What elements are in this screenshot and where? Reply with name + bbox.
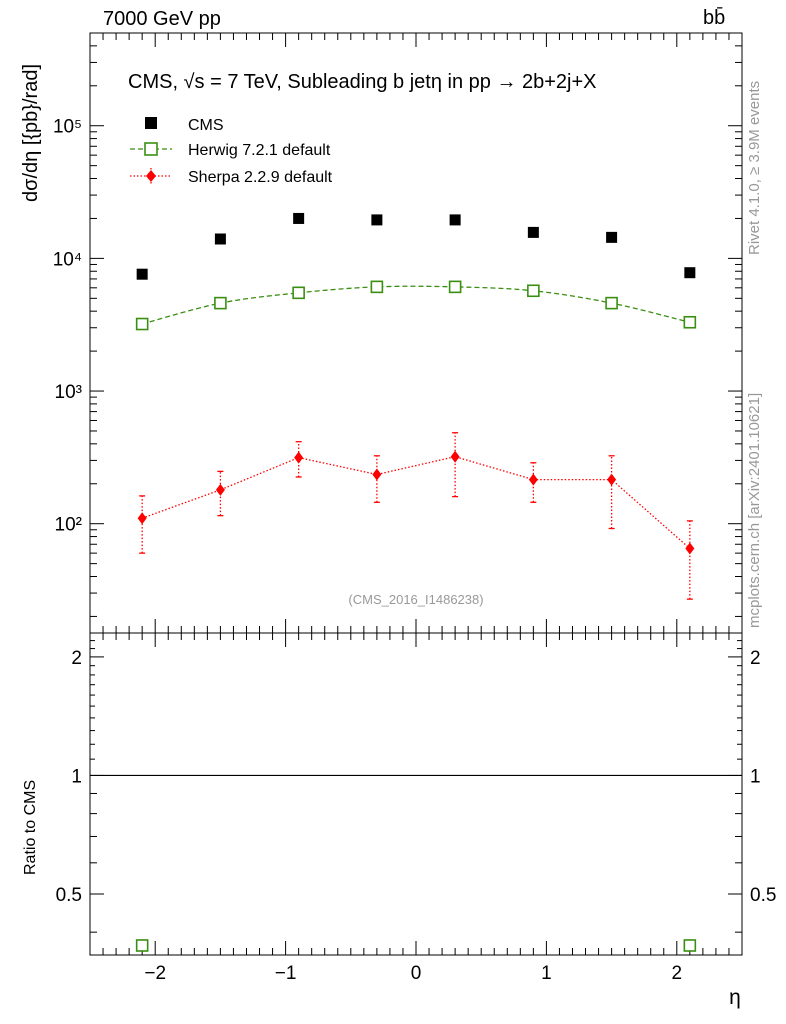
sherpa-point [528, 473, 538, 486]
legend-marker-herwig [144, 142, 158, 156]
ratio-markers [135, 939, 697, 952]
y-tick-label: 10⁵ [53, 117, 82, 138]
process-label: 7000 GeV pp [103, 8, 221, 30]
series-lines [141, 285, 691, 550]
herwig-point [527, 284, 540, 298]
legend-label-cms: CMS [188, 117, 224, 134]
herwig-point [292, 286, 305, 300]
series-markers [135, 212, 697, 555]
x-tick-label: 2 [672, 963, 683, 984]
herwig-point [683, 315, 697, 329]
herwig-point [214, 296, 227, 310]
y-tick-label: 10² [55, 515, 82, 536]
sherpa-point [685, 542, 695, 555]
tick-labels: −2 −1 0 1 2 10² 10³ 10⁴ 10⁵ 0.5 0.5 1 1 2 2 [53, 117, 777, 984]
y-tick-label: 10⁴ [53, 249, 82, 270]
sherpa-point [215, 483, 225, 496]
y-axis-label: dσ/dη [{pb}/rad] [20, 63, 42, 202]
cms-data-point [293, 212, 305, 224]
herwig-ratio-point [135, 939, 149, 952]
cms-data-point [449, 214, 461, 226]
ratio-tick-label-left: 2 [71, 648, 82, 669]
rivet-version-label: Rivet 4.1.0, ≥ 3.9M events [746, 80, 763, 255]
mcplots-label: mcplots.cern.ch [arXiv:2401.10621] [746, 392, 763, 628]
herwig-point [135, 317, 149, 331]
sherpa-point [137, 512, 147, 525]
cms-data-point [136, 268, 148, 280]
ratio-tick-label-left: 1 [71, 766, 82, 787]
legend-marker-sherpa [146, 170, 156, 182]
legend: CMS Herwig 7.2.1 default Sherpa 2.2.9 de… [130, 117, 333, 186]
cms-data-point [606, 231, 618, 243]
x-tick-label: 0 [411, 963, 422, 984]
cms-data-point [214, 233, 226, 245]
herwig-point [370, 280, 384, 294]
sherpa-point [450, 450, 460, 463]
herwig-point [448, 280, 462, 294]
cms-data-point [684, 267, 696, 279]
x-tick-label: 1 [541, 963, 552, 984]
ratio-axis-label: Ratio to CMS [22, 779, 39, 875]
ratio-tick-label-left: 0.5 [56, 885, 82, 906]
sherpa-point [372, 468, 382, 481]
x-axis-label: η [729, 986, 741, 1009]
sherpa-line [141, 456, 691, 550]
x-tick-label: −1 [275, 963, 297, 984]
axis-ticks [89, 32, 743, 955]
final-state-label: bb̄ [703, 7, 726, 29]
chart-title: CMS, √s = 7 TeV, Subleading b jetη in pp… [128, 71, 597, 93]
ratio-tick-label-right: 2 [750, 648, 761, 669]
herwig-ratio-point [683, 939, 697, 952]
legend-label-herwig: Herwig 7.2.1 default [188, 142, 331, 159]
ratio-tick-label-right: 0.5 [750, 885, 776, 906]
analysis-watermark: (CMS_2016_I1486238) [348, 592, 483, 607]
cms-data-point [527, 226, 539, 238]
ratio-tick-label-right: 1 [750, 766, 761, 787]
ratio-panel-frame [89, 632, 743, 956]
y-tick-label: 10³ [55, 382, 82, 403]
legend-marker-cms [145, 117, 157, 129]
cms-data-point [371, 214, 383, 226]
sherpa-point [607, 473, 617, 486]
error-bars [139, 432, 693, 600]
legend-label-sherpa: Sherpa 2.2.9 default [188, 169, 333, 186]
x-tick-label: −2 [144, 963, 166, 984]
sherpa-point [294, 451, 304, 464]
herwig-point [605, 296, 618, 310]
